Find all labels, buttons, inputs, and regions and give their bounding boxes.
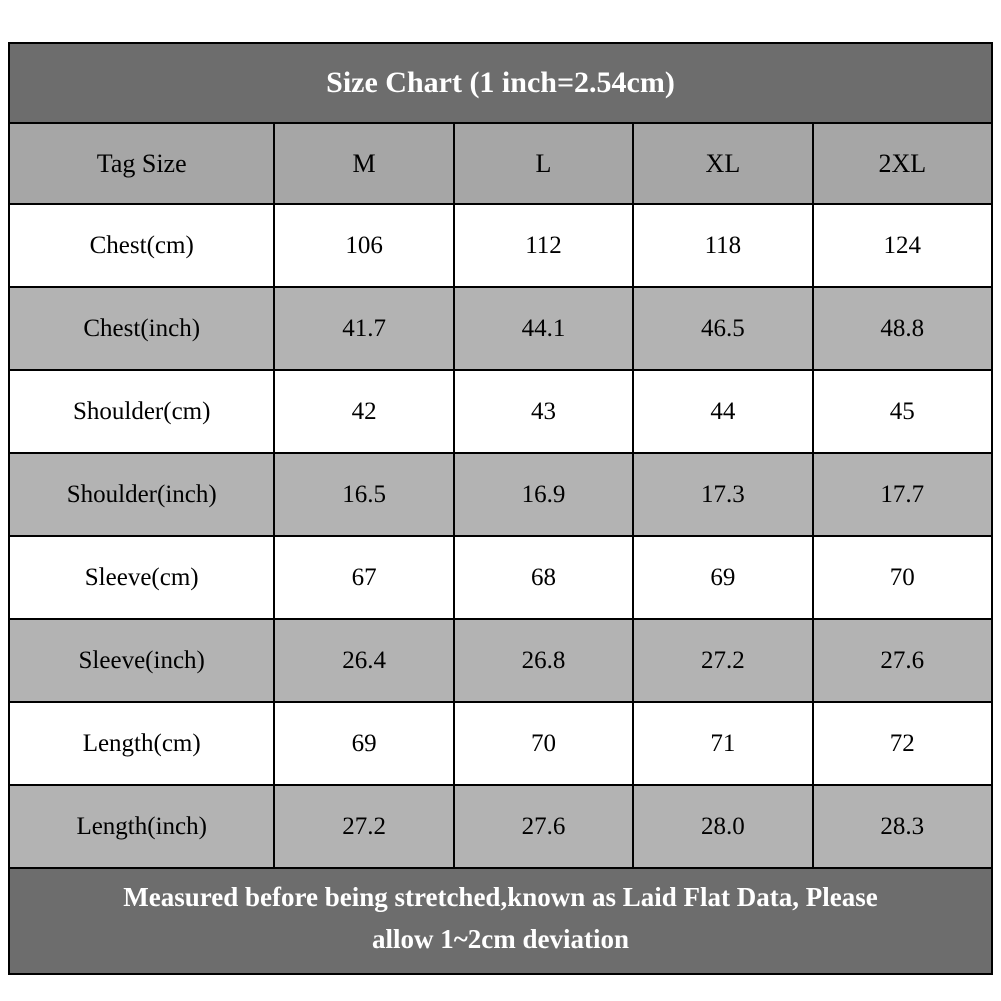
column-header-2xl: 2XL [811,122,994,205]
size-value-cell: 26.4 [273,618,455,703]
row-label: Length(cm) [7,701,276,786]
size-value-cell: 48.8 [811,286,994,371]
size-value-cell: 45 [811,369,994,454]
size-value-cell: 27.6 [452,784,635,869]
size-value-cell: 41.7 [273,286,455,371]
row-label: Length(inch) [7,784,276,869]
column-header-xl: XL [632,122,814,205]
size-value-cell: 26.8 [452,618,635,703]
chart-title: Size Chart (1 inch=2.54cm) [8,42,993,124]
footnote-row: Measured before being stretched,known as… [8,867,993,975]
table-row: Sleeve(inch) 26.4 26.8 27.2 27.6 [7,618,994,703]
title-row: Size Chart (1 inch=2.54cm) [8,42,993,124]
size-chart: Size Chart (1 inch=2.54cm) Tag Size M L … [7,42,994,975]
size-value-cell: 28.3 [811,784,994,869]
table-row: Chest(inch) 41.7 44.1 46.5 48.8 [7,286,994,371]
size-value-cell: 124 [811,203,994,288]
size-value-cell: 27.2 [273,784,455,869]
size-value-cell: 67 [273,535,455,620]
size-value-cell: 27.6 [811,618,994,703]
table-row: Shoulder(cm) 42 43 44 45 [7,369,994,454]
row-label: Sleeve(cm) [7,535,276,620]
size-value-cell: 44.1 [452,286,635,371]
size-value-cell: 17.7 [811,452,994,537]
size-value-cell: 28.0 [632,784,814,869]
size-value-cell: 16.5 [273,452,455,537]
size-value-cell: 112 [452,203,635,288]
header-row: Tag Size M L XL 2XL [7,122,994,205]
size-value-cell: 17.3 [632,452,814,537]
column-header-m: M [273,122,455,205]
table-row: Length(cm) 69 70 71 72 [7,701,994,786]
size-value-cell: 16.9 [452,452,635,537]
size-value-cell: 70 [811,535,994,620]
footnote: Measured before being stretched,known as… [8,867,993,975]
footnote-line-2: allow 1~2cm deviation [371,923,630,954]
size-value-cell: 42 [273,369,455,454]
size-value-cell: 71 [632,701,814,786]
size-value-cell: 68 [452,535,635,620]
size-value-cell: 27.2 [632,618,814,703]
table-row: Chest(cm) 106 112 118 124 [7,203,994,288]
column-header-l: L [452,122,635,205]
footnote-line-1: Measured before being stretched,known as… [123,882,878,912]
size-value-cell: 118 [632,203,814,288]
size-value-cell: 46.5 [632,286,814,371]
row-label: Shoulder(cm) [7,369,276,454]
row-label: Sleeve(inch) [7,618,276,703]
size-value-cell: 106 [273,203,455,288]
row-label: Chest(cm) [7,203,276,288]
row-label: Shoulder(inch) [7,452,276,537]
size-value-cell: 44 [632,369,814,454]
table-row: Length(inch) 27.2 27.6 28.0 28.3 [7,784,994,869]
size-value-cell: 72 [811,701,994,786]
size-value-cell: 70 [452,701,635,786]
column-header-tag-size: Tag Size [7,122,276,205]
size-value-cell: 43 [452,369,635,454]
table-row: Sleeve(cm) 67 68 69 70 [7,535,994,620]
row-label: Chest(inch) [7,286,276,371]
table-row: Shoulder(inch) 16.5 16.9 17.3 17.7 [7,452,994,537]
size-chart-table: Size Chart (1 inch=2.54cm) Tag Size M L … [7,42,994,975]
size-value-cell: 69 [632,535,814,620]
size-value-cell: 69 [273,701,455,786]
